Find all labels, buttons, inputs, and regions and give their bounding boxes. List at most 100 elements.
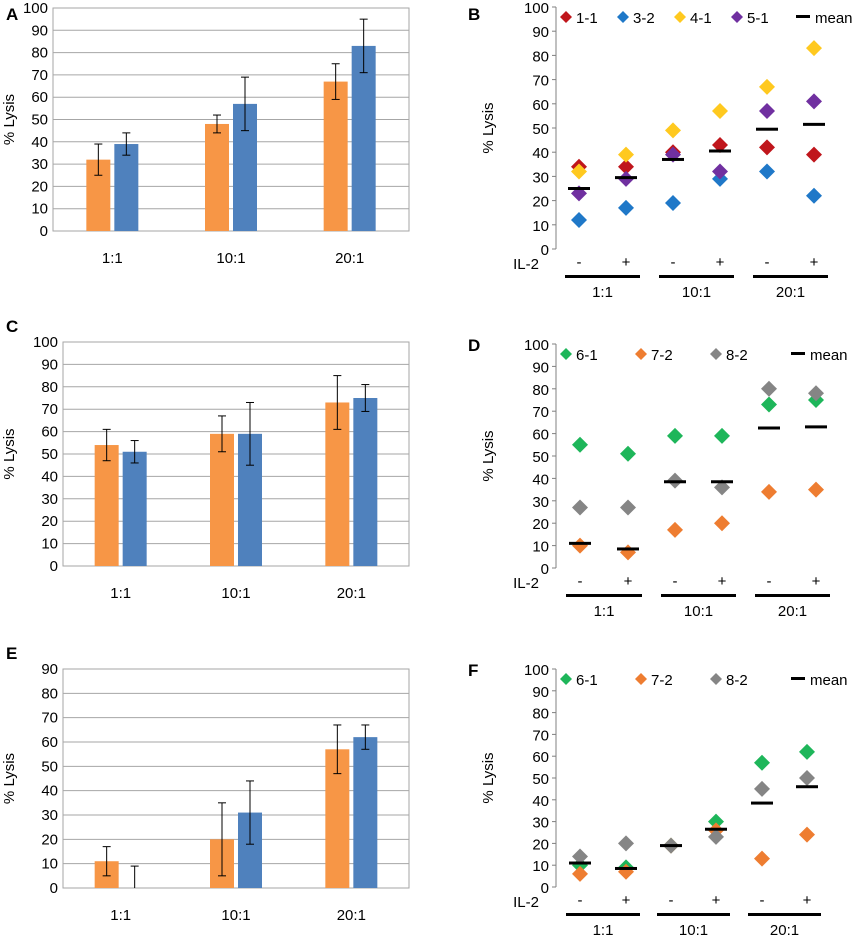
- point-4-1-1: [618, 146, 634, 163]
- x-category-label: 10:1: [221, 907, 250, 924]
- condition-label-1: +: [624, 573, 633, 590]
- y-tick-label: 10: [41, 536, 58, 553]
- group-underline-2: [748, 913, 821, 916]
- group-underline-0: [566, 594, 642, 597]
- legend-mean-marker: [796, 15, 810, 18]
- y-tick-label: 70: [532, 727, 549, 744]
- y-tick-label: 0: [40, 223, 48, 240]
- point-8-2-0: [572, 848, 588, 865]
- condition-label-0: -: [577, 254, 582, 271]
- point-6-1-2: [667, 427, 683, 444]
- mean-marker-1: [617, 547, 639, 551]
- point-5-1-3: [712, 163, 728, 180]
- legend-marker-4-1: [674, 11, 686, 23]
- y-tick-label: 40: [532, 145, 549, 162]
- mean-marker-2: [664, 480, 686, 484]
- group-underline-1: [657, 913, 730, 916]
- mean-marker-4: [756, 127, 778, 131]
- bar-C-1-2: [353, 398, 378, 566]
- y-tick-label: 90: [31, 22, 48, 39]
- y-tick-label: 20: [532, 516, 549, 533]
- condition-label-5: +: [812, 573, 821, 590]
- y-tick-label: 60: [41, 424, 58, 441]
- legend-label-6-1: 6-1: [576, 672, 598, 689]
- y-axis-label: % Lysis: [1, 753, 18, 804]
- group-underline-0: [565, 275, 640, 278]
- bar-C-0-0: [94, 445, 119, 566]
- x-category-label: 10:1: [216, 250, 245, 267]
- point-8-2-0: [572, 499, 588, 516]
- y-tick-label: 90: [41, 356, 58, 373]
- legend-label-4-1: 4-1: [690, 10, 712, 27]
- y-tick-label: 40: [41, 783, 58, 800]
- x-category-label: 20:1: [337, 907, 366, 924]
- point-7-2-4: [761, 483, 777, 500]
- mean-marker-3: [711, 480, 733, 484]
- condition-label-4: -: [767, 573, 772, 590]
- point-7-2-3: [714, 515, 730, 532]
- point-8-2-1: [620, 499, 636, 516]
- point-1-1-4: [759, 139, 775, 156]
- point-7-2-4: [754, 850, 770, 867]
- group-label-1: 10:1: [684, 603, 713, 620]
- legend-marker-3-2: [617, 11, 629, 23]
- point-1-1-5: [806, 146, 822, 163]
- y-tick-label: 70: [532, 404, 549, 421]
- point-8-2-3: [708, 828, 724, 845]
- y-tick-label: 20: [41, 831, 58, 848]
- point-4-1-2: [665, 122, 681, 139]
- bar-A-1-2: [351, 45, 376, 231]
- point-3-2-1: [618, 199, 634, 216]
- y-tick-label: 10: [532, 539, 549, 556]
- point-5-1-5: [806, 93, 822, 110]
- point-6-1-0: [572, 436, 588, 453]
- y-axis-label: % Lysis: [1, 428, 18, 479]
- point-3-2-2: [665, 195, 681, 212]
- legend-marker-6-1: [560, 673, 572, 685]
- point-7-2-5: [799, 826, 815, 843]
- legend-marker-1-1: [560, 11, 572, 23]
- bar-E-1-2: [353, 737, 378, 888]
- il2-label: IL-2: [513, 894, 539, 911]
- point-6-1-3: [714, 427, 730, 444]
- x-category-label: 10:1: [221, 585, 250, 602]
- mean-marker-2: [660, 844, 682, 848]
- legend-marker-7-2: [635, 348, 647, 360]
- mean-marker-5: [805, 425, 827, 429]
- y-tick-label: 60: [41, 734, 58, 751]
- bar-C-0-1: [210, 433, 234, 566]
- condition-label-2: -: [669, 892, 674, 909]
- legend-label-mean: mean: [810, 347, 848, 364]
- mean-marker-4: [751, 801, 773, 805]
- panel-label-A: A: [6, 5, 18, 24]
- y-tick-label: 40: [41, 468, 58, 485]
- il2-label: IL-2: [513, 575, 539, 592]
- point-4-1-3: [712, 103, 728, 120]
- point-8-2-3: [714, 479, 730, 496]
- y-tick-label: 80: [41, 379, 58, 396]
- point-8-2-5: [799, 770, 815, 786]
- point-6-1-5: [799, 743, 815, 760]
- legend-marker-7-2: [635, 673, 647, 685]
- y-tick-label: 30: [532, 815, 549, 832]
- legend-label-8-2: 8-2: [726, 672, 748, 689]
- condition-label-5: +: [810, 254, 819, 271]
- point-3-2-0: [571, 211, 587, 228]
- il2-label: IL-2: [513, 256, 539, 273]
- legend-label-3-2: 3-2: [633, 10, 655, 27]
- point-1-1-3: [712, 136, 728, 153]
- point-8-2-5: [808, 385, 824, 402]
- mean-marker-3: [709, 149, 731, 153]
- scatter-chart-B: B 0 10 20 30 40 50 60 70 80 90 100 % Lysis 1-1 3-2 4-1 5…: [468, 0, 853, 301]
- group-underline-0: [566, 913, 640, 916]
- condition-label-0: -: [578, 892, 583, 909]
- y-tick-label: 90: [532, 359, 549, 376]
- condition-label-3: +: [718, 573, 727, 590]
- mean-marker-2: [662, 157, 684, 161]
- y-tick-label: 60: [532, 749, 549, 766]
- point-3-2-5: [806, 187, 822, 204]
- legend-label-mean: mean: [815, 10, 853, 27]
- x-category-label: 1:1: [110, 585, 131, 602]
- y-tick-label: 80: [532, 48, 549, 65]
